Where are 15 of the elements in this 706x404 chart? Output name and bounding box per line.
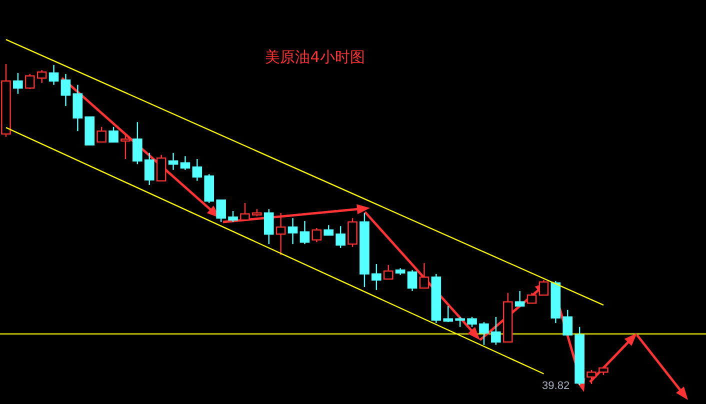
candlestick	[395, 268, 406, 276]
candlestick	[48, 64, 59, 86]
candlestick	[407, 269, 418, 292]
candlestick	[36, 70, 47, 84]
candlestick	[60, 73, 71, 107]
candlestick	[168, 152, 178, 171]
candlestick	[288, 217, 298, 245]
candlestick	[550, 280, 561, 324]
chart-title: 美原油4小时图	[265, 48, 365, 66]
candlestick	[372, 263, 382, 291]
candlestick	[192, 158, 202, 182]
annotation: 39.82	[542, 380, 570, 392]
candlestick	[72, 84, 83, 132]
candlestick	[276, 212, 286, 256]
candlestick	[180, 156, 190, 171]
